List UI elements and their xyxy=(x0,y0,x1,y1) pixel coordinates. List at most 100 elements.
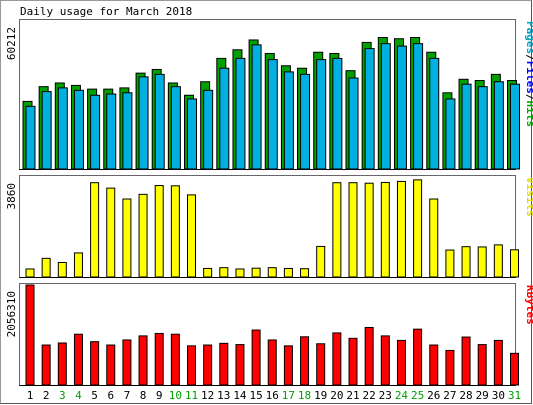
bar-kbytes xyxy=(154,332,164,386)
legend-part: Pages xyxy=(524,21,533,54)
bar-kbytes xyxy=(348,337,358,386)
day-label: 29 xyxy=(476,389,489,402)
bar-files xyxy=(235,57,246,170)
bar-files xyxy=(364,48,375,170)
panel-legend: Pages/Files/Hits xyxy=(524,21,533,127)
day-label: 31 xyxy=(508,389,521,402)
day-label: 26 xyxy=(427,389,440,402)
bar-kbytes xyxy=(138,335,148,386)
bar-visits xyxy=(219,267,229,278)
bar-kbytes xyxy=(203,344,213,386)
bar-kbytes xyxy=(477,344,487,386)
chart-title: Daily usage for March 2018 xyxy=(20,5,192,18)
bar-visits xyxy=(203,267,213,278)
bar-visits xyxy=(57,261,67,278)
day-label: 5 xyxy=(91,389,98,402)
bar-visits xyxy=(138,193,148,278)
bar-files xyxy=(445,98,456,170)
bar-files xyxy=(154,73,165,170)
day-label: 12 xyxy=(201,389,214,402)
bar-kbytes xyxy=(122,339,132,386)
day-label: 23 xyxy=(379,389,392,402)
bar-visits xyxy=(41,257,51,278)
bar-files xyxy=(138,76,149,170)
bar-files xyxy=(170,86,181,170)
day-label: 1 xyxy=(27,389,34,402)
bar-visits xyxy=(445,249,455,278)
bar-visits xyxy=(25,268,35,278)
bar-visits xyxy=(283,267,293,278)
bar-files xyxy=(251,44,262,170)
bar-files xyxy=(348,77,359,170)
bar-visits xyxy=(235,268,245,278)
bar-kbytes xyxy=(187,345,196,386)
y-max-label: 60212 xyxy=(5,27,18,60)
bar-visits xyxy=(332,182,342,278)
day-label: 11 xyxy=(185,389,198,402)
day-label: 30 xyxy=(492,389,505,402)
bar-visits xyxy=(170,185,180,278)
day-label: 3 xyxy=(59,389,66,402)
legend-part: KBytes xyxy=(524,285,533,325)
day-label: 8 xyxy=(140,389,147,402)
bar-visits xyxy=(493,244,503,278)
bar-kbytes xyxy=(25,284,35,386)
bar-kbytes xyxy=(235,344,245,386)
day-label: 6 xyxy=(107,389,114,402)
bar-kbytes xyxy=(73,333,83,386)
bar-kbytes xyxy=(219,342,229,386)
bar-visits xyxy=(316,245,326,278)
bar-visits xyxy=(348,182,358,278)
day-label: 9 xyxy=(156,389,163,402)
bar-files xyxy=(396,45,407,170)
bar-visits xyxy=(380,181,390,278)
day-label: 10 xyxy=(169,389,182,402)
bar-files xyxy=(203,89,214,170)
panels-group: 60212 Pages/Files/Hits 3860 Visits 2056310KB… xyxy=(5,19,533,386)
bar-files xyxy=(106,93,117,170)
bar-kbytes xyxy=(300,336,310,386)
bar-visits xyxy=(187,194,196,278)
bar-visits xyxy=(267,267,277,278)
bar-files xyxy=(283,71,294,170)
legend-part: Visits xyxy=(524,177,533,217)
bar-kbytes xyxy=(445,349,455,386)
bar-kbytes xyxy=(267,339,277,386)
bar-kbytes xyxy=(510,352,519,386)
panel-hits: 60212 Pages/Files/Hits xyxy=(5,19,533,170)
bar-files xyxy=(380,43,391,170)
bar-visits xyxy=(477,246,487,278)
day-label: 13 xyxy=(217,389,230,402)
day-label: 20 xyxy=(330,389,343,402)
panel-legend: KBytes xyxy=(524,285,533,325)
panel-legend: Visits xyxy=(524,177,533,217)
bar-kbytes xyxy=(429,344,439,386)
bar-visits xyxy=(300,268,310,278)
day-label: 27 xyxy=(443,389,456,402)
bar-files xyxy=(267,59,278,170)
bar-visits xyxy=(251,267,261,278)
bar-kbytes xyxy=(251,329,261,386)
y-max-label: 3860 xyxy=(5,183,18,210)
bar-files xyxy=(219,67,230,170)
legend-part: Files xyxy=(524,61,533,94)
day-label: 24 xyxy=(395,389,409,402)
bar-kbytes xyxy=(380,335,390,386)
day-label: 25 xyxy=(411,389,424,402)
day-label: 7 xyxy=(124,389,131,402)
day-label: 17 xyxy=(282,389,295,402)
bar-kbytes xyxy=(493,339,503,386)
bar-files xyxy=(493,81,504,170)
bar-files xyxy=(73,89,84,170)
bar-kbytes xyxy=(316,343,326,386)
day-label: 22 xyxy=(363,389,376,402)
day-label: 2 xyxy=(43,389,50,402)
bar-files xyxy=(316,59,327,170)
panel-kbytes: 2056310 KBytes xyxy=(5,283,533,386)
bar-visits xyxy=(90,182,100,278)
day-label: 19 xyxy=(314,389,327,402)
bar-kbytes xyxy=(57,342,67,386)
bar-visits xyxy=(510,249,519,278)
bar-files xyxy=(90,94,101,170)
